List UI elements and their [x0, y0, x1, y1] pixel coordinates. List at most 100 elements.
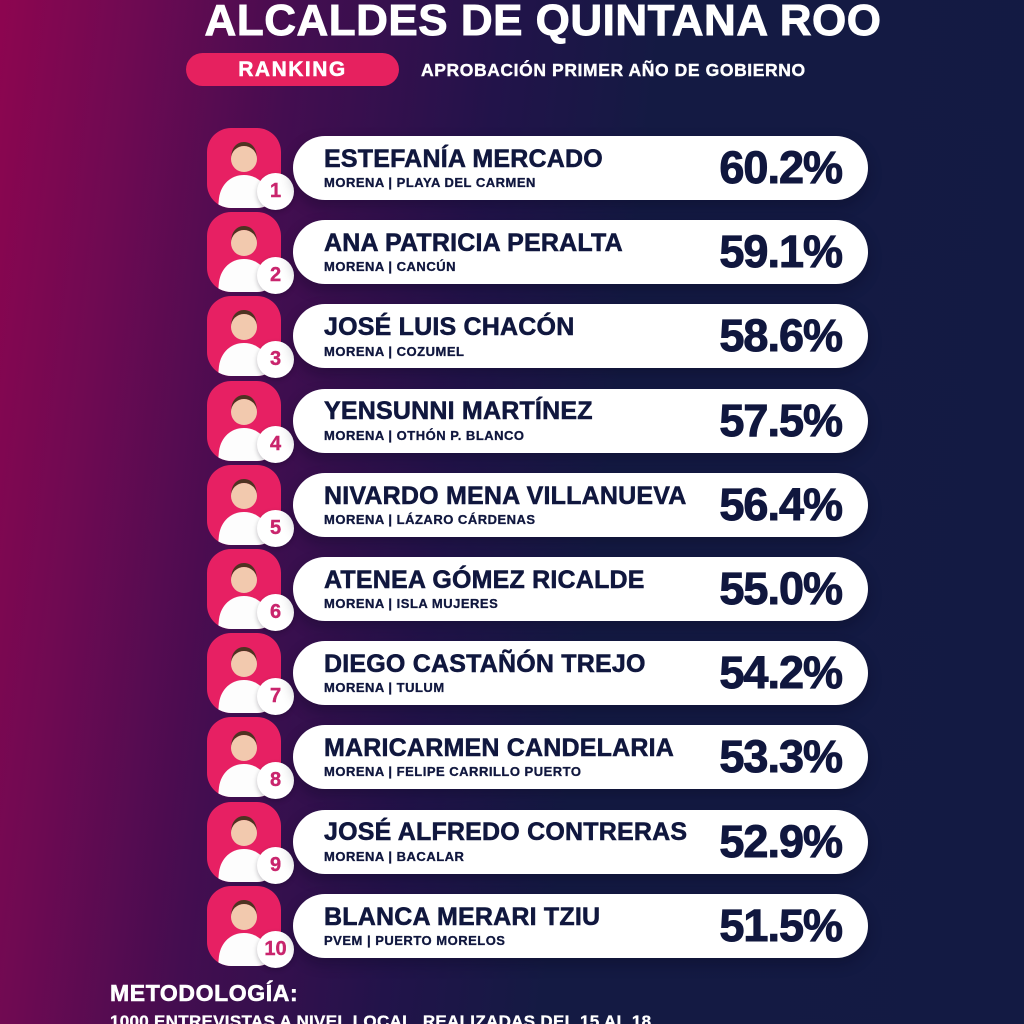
- approval-percentage: 58.6%: [719, 310, 844, 362]
- person-silhouette-icon: [218, 815, 270, 882]
- candidate-photo-frame: [207, 380, 281, 461]
- ranking-row: 2 ANA PATRICIA PERALTA MORENA | CANCÚN 5…: [0, 212, 1024, 295]
- candidate-card: DIEGO CASTAÑÓN TREJO MORENA | TULUM 54.2…: [293, 641, 868, 706]
- candidate-name: ANA PATRICIA PERALTA: [324, 229, 623, 258]
- candidate-party-municipality: MORENA | FELIPE CARRILLO PUERTO: [324, 764, 582, 780]
- ranking-row: 3 JOSÉ LUIS CHACÓN MORENA | COZUMEL 58.6…: [0, 296, 1024, 379]
- candidate-photo: 2: [207, 212, 294, 295]
- person-silhouette-icon: [218, 142, 270, 208]
- candidate-photo: 5: [207, 464, 294, 547]
- candidate-party-municipality: MORENA | TULUM: [324, 680, 445, 696]
- approval-percentage: 52.9%: [719, 815, 844, 867]
- candidate-name: BLANCA MERARI TZIU: [324, 902, 601, 931]
- person-silhouette-icon: [218, 310, 270, 377]
- candidate-texts: ESTEFANÍA MERCADO MORENA | PLAYA DEL CAR…: [324, 144, 603, 191]
- page-title: ALCALDES DE QUINTANA ROO: [204, 0, 882, 45]
- ranking-row: 7 DIEGO CASTAÑÓN TREJO MORENA | TULUM 54…: [0, 633, 1024, 716]
- methodology-title: METODOLOGÍA:: [110, 980, 299, 1007]
- candidate-texts: JOSÉ ALFREDO CONTRERAS MORENA | BACALAR: [324, 818, 688, 864]
- rank-badge: 8: [257, 762, 294, 800]
- ranking-row: 6 ATENEA GÓMEZ RICALDE MORENA | ISLA MUJ…: [0, 548, 1024, 631]
- candidate-party-municipality: MORENA | ISLA MUJERES: [324, 596, 499, 612]
- ranking-row: 9 JOSÉ ALFREDO CONTRERAS MORENA | BACALA…: [0, 801, 1024, 884]
- person-silhouette-icon: [218, 394, 270, 461]
- ranking-row: 4 YENSUNNI MARTÍNEZ MORENA | OTHÓN P. BL…: [0, 380, 1024, 463]
- candidate-card: ATENEA GÓMEZ RICALDE MORENA | ISLA MUJER…: [293, 556, 868, 621]
- candidate-texts: ANA PATRICIA PERALTA MORENA | CANCÚN: [324, 229, 623, 275]
- candidate-texts: JOSÉ LUIS CHACÓN MORENA | COZUMEL: [324, 313, 575, 359]
- approval-percentage: 59.1%: [719, 226, 844, 278]
- candidate-card: JOSÉ ALFREDO CONTRERAS MORENA | BACALAR …: [293, 809, 868, 874]
- person-silhouette-icon: [218, 226, 270, 293]
- candidate-card: ESTEFANÍA MERCADO MORENA | PLAYA DEL CAR…: [293, 136, 868, 200]
- candidate-texts: MARICARMEN CANDELARIA MORENA | FELIPE CA…: [324, 734, 675, 780]
- candidate-party-municipality: MORENA | BACALAR: [324, 848, 465, 864]
- rank-badge: 7: [257, 678, 294, 716]
- candidate-party-municipality: MORENA | PLAYA DEL CARMEN: [324, 175, 536, 191]
- candidate-card: YENSUNNI MARTÍNEZ MORENA | OTHÓN P. BLAN…: [293, 388, 868, 453]
- ranking-list: 1 ESTEFANÍA MERCADO MORENA | PLAYA DEL C…: [0, 128, 1024, 970]
- person-silhouette-icon: [218, 478, 270, 545]
- person-silhouette-icon: [218, 562, 270, 629]
- approval-percentage: 51.5%: [719, 899, 844, 951]
- approval-percentage: 56.4%: [719, 478, 844, 530]
- person-silhouette-icon: [218, 647, 270, 714]
- candidate-name: MARICARMEN CANDELARIA: [324, 734, 675, 763]
- rank-badge: 10: [257, 930, 294, 968]
- candidate-photo: 3: [207, 296, 294, 379]
- ranking-row: 1 ESTEFANÍA MERCADO MORENA | PLAYA DEL C…: [0, 128, 1024, 210]
- approval-percentage: 60.2%: [719, 142, 844, 194]
- ranking-row: 5 NIVARDO MENA VILLANUEVA MORENA | LÁZAR…: [0, 464, 1024, 547]
- candidate-name: YENSUNNI MARTÍNEZ: [324, 397, 593, 426]
- rank-badge: 5: [257, 509, 294, 547]
- approval-percentage: 53.3%: [719, 731, 844, 783]
- candidate-card: ANA PATRICIA PERALTA MORENA | CANCÚN 59.…: [293, 220, 868, 285]
- approval-percentage: 57.5%: [719, 394, 844, 446]
- candidate-photo-frame: [207, 801, 281, 882]
- candidate-photo-frame: [207, 128, 281, 208]
- candidate-party-municipality: PVEM | PUERTO MORELOS: [324, 932, 506, 948]
- rank-badge: 1: [257, 173, 294, 210]
- candidate-card: JOSÉ LUIS CHACÓN MORENA | COZUMEL 58.6%: [293, 304, 868, 369]
- candidate-party-municipality: MORENA | OTHÓN P. BLANCO: [324, 427, 525, 443]
- person-silhouette-icon: [218, 731, 270, 798]
- rank-badge: 9: [257, 846, 294, 884]
- candidate-name: ESTEFANÍA MERCADO: [324, 144, 603, 173]
- candidate-card: MARICARMEN CANDELARIA MORENA | FELIPE CA…: [293, 725, 868, 790]
- candidate-photo: 7: [207, 633, 294, 716]
- candidate-photo: 6: [207, 548, 294, 631]
- ranking-row: 8 MARICARMEN CANDELARIA MORENA | FELIPE …: [0, 717, 1024, 800]
- rank-badge: 6: [257, 593, 294, 631]
- candidate-name: ATENEA GÓMEZ RICALDE: [324, 565, 645, 594]
- candidate-photo: 1: [207, 128, 294, 210]
- candidate-name: JOSÉ LUIS CHACÓN: [324, 313, 575, 342]
- candidate-party-municipality: MORENA | CANCÚN: [324, 259, 456, 275]
- candidate-texts: NIVARDO MENA VILLANUEVA MORENA | LÁZARO …: [324, 481, 687, 527]
- candidate-texts: YENSUNNI MARTÍNEZ MORENA | OTHÓN P. BLAN…: [324, 397, 593, 443]
- candidate-texts: ATENEA GÓMEZ RICALDE MORENA | ISLA MUJER…: [324, 565, 645, 612]
- candidate-photo: 8: [207, 717, 294, 800]
- candidate-party-municipality: MORENA | COZUMEL: [324, 343, 465, 359]
- rank-badge: 3: [257, 341, 294, 379]
- ranking-row: 10 BLANCA MERARI TZIU PVEM | PUERTO MORE…: [0, 885, 1024, 968]
- candidate-name: DIEGO CASTAÑÓN TREJO: [324, 650, 646, 678]
- page-subtitle: APROBACIÓN PRIMER AÑO DE GOBIERNO: [421, 60, 806, 80]
- candidate-texts: DIEGO CASTAÑÓN TREJO MORENA | TULUM: [324, 650, 646, 696]
- candidate-name: NIVARDO MENA VILLANUEVA: [324, 481, 687, 510]
- candidate-card: BLANCA MERARI TZIU PVEM | PUERTO MORELOS…: [293, 893, 868, 958]
- rank-badge: 2: [257, 257, 294, 295]
- candidate-photo: 9: [207, 801, 294, 884]
- person-silhouette-icon: [218, 899, 270, 966]
- candidate-texts: BLANCA MERARI TZIU PVEM | PUERTO MORELOS: [324, 902, 601, 948]
- candidate-name: JOSÉ ALFREDO CONTRERAS: [324, 818, 688, 847]
- approval-percentage: 55.0%: [719, 562, 844, 614]
- approval-percentage: 54.2%: [719, 647, 844, 699]
- candidate-card: NIVARDO MENA VILLANUEVA MORENA | LÁZARO …: [293, 472, 868, 537]
- methodology-text: 1000 ENTREVISTAS A NIVEL LOCAL, REALIZAD…: [110, 1012, 652, 1024]
- candidate-photo-frame: [207, 885, 281, 966]
- ranking-badge: RANKING: [186, 53, 399, 86]
- candidate-photo: 4: [207, 380, 294, 463]
- rank-badge: 4: [257, 425, 294, 463]
- methodology-section: METODOLOGÍA: 1000 ENTREVISTAS A NIVEL LO…: [110, 980, 652, 1024]
